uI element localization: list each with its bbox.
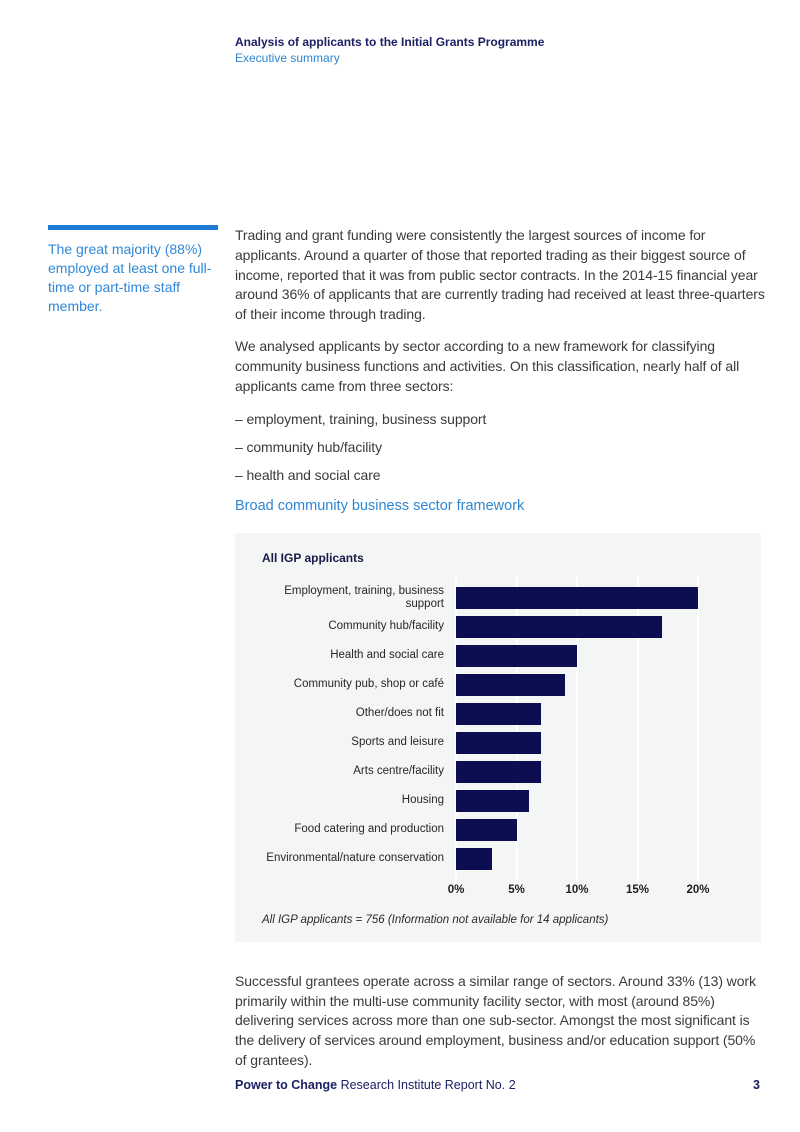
bar-row: Arts centre/facility bbox=[249, 760, 761, 783]
chart-note: All IGP applicants = 756 (Information no… bbox=[262, 913, 609, 926]
bar-label: Health and social care bbox=[330, 649, 444, 662]
bar-label: Other/does not fit bbox=[355, 707, 444, 720]
bar-track bbox=[456, 731, 761, 754]
axis-tick-label: 10% bbox=[565, 883, 589, 896]
chart-gridlines bbox=[455, 574, 761, 882]
chart-panel: All IGP applicants Employment, training,… bbox=[235, 532, 761, 942]
bar-track bbox=[456, 586, 761, 609]
running-header: Analysis of applicants to the Initial Gr… bbox=[235, 35, 544, 66]
chart-area: Employment, training, business support Co… bbox=[249, 574, 761, 882]
bar-row: Community pub, shop or café bbox=[249, 673, 761, 696]
gridline bbox=[636, 574, 639, 882]
bar bbox=[456, 702, 541, 725]
bar bbox=[456, 818, 517, 841]
chart-rows: Employment, training, business support Co… bbox=[249, 584, 761, 870]
bar-row: Environmental/nature conservation bbox=[249, 847, 761, 870]
axis-tick-label: 5% bbox=[508, 883, 525, 896]
bar bbox=[456, 760, 541, 783]
bullet-health: – health and social care bbox=[235, 466, 381, 483]
callout-rule bbox=[48, 225, 218, 230]
bar-label: Sports and leisure bbox=[351, 736, 444, 749]
bar-track bbox=[456, 702, 761, 725]
bar-track bbox=[456, 673, 761, 696]
bar-track bbox=[456, 789, 761, 812]
paragraph-income: Trading and grant funding were consisten… bbox=[235, 227, 765, 323]
bar-track bbox=[456, 760, 761, 783]
pull-quote-text: The great majority (88%) employed at lea… bbox=[48, 241, 212, 314]
bar-track bbox=[456, 847, 761, 870]
bar-row: Sports and leisure bbox=[249, 731, 761, 754]
chart-title: All IGP applicants bbox=[262, 550, 364, 565]
sector-bullet-list: – employment, training, business support… bbox=[235, 410, 773, 485]
bar bbox=[456, 615, 662, 638]
page-footer: Power to Change Research Institute Repor… bbox=[235, 1078, 760, 1092]
gridline bbox=[515, 574, 518, 882]
bar-track bbox=[456, 644, 761, 667]
bar bbox=[456, 644, 577, 667]
footer-brand: Power to Change bbox=[235, 1078, 338, 1092]
bar-label: Food catering and production bbox=[294, 823, 444, 836]
bar bbox=[456, 847, 493, 870]
bar-label: Employment, training, business support bbox=[284, 584, 444, 610]
axis-tick-label: 20% bbox=[686, 883, 710, 896]
doc-subtitle: Executive summary bbox=[235, 51, 340, 65]
bar-label: Community hub/facility bbox=[328, 620, 444, 633]
bar-label: Housing bbox=[401, 794, 444, 807]
bar bbox=[456, 731, 541, 754]
doc-title: Analysis of applicants to the Initial Gr… bbox=[235, 35, 545, 49]
bar bbox=[456, 673, 565, 696]
axis-tick-label: 0% bbox=[447, 883, 465, 896]
bar bbox=[456, 586, 698, 609]
footer-text: Power to Change Research Institute Repor… bbox=[235, 1078, 516, 1092]
chart-x-axis: 0% 5% 10% 15% 20% bbox=[448, 883, 761, 898]
bar-row: Health and social care bbox=[249, 644, 761, 667]
bar-row: Employment, training, business support bbox=[249, 584, 761, 610]
bar bbox=[456, 789, 529, 812]
gridline bbox=[697, 574, 699, 882]
page-number: 3 bbox=[753, 1078, 760, 1092]
main-column: Trading and grant funding were consisten… bbox=[235, 226, 773, 1083]
bullet-employment: – employment, training, business support bbox=[235, 411, 487, 428]
pull-quote: The great majority (88%) employed at lea… bbox=[48, 225, 218, 316]
gridline bbox=[576, 574, 578, 882]
chart-heading: Broad community business sector framewor… bbox=[235, 497, 525, 514]
bar-row: Community hub/facility bbox=[249, 615, 761, 638]
axis-tick-label: 15% bbox=[625, 883, 650, 896]
bullet-community-hub: – community hub/facility bbox=[235, 439, 382, 456]
bar-row: Food catering and production bbox=[249, 818, 761, 841]
bar-row: Other/does not fit bbox=[249, 702, 761, 725]
bar-label: Environmental/nature conservation bbox=[266, 852, 444, 865]
paragraph-grantees: Successful grantees operate across a sim… bbox=[235, 972, 756, 1068]
bar-label: Arts centre/facility bbox=[353, 765, 444, 778]
bar-track bbox=[456, 615, 761, 638]
bar-track bbox=[456, 818, 761, 841]
bar-row: Housing bbox=[249, 789, 761, 812]
footer-report-name: Research Institute Report No. 2 bbox=[337, 1078, 516, 1092]
bar-label: Community pub, shop or café bbox=[293, 678, 444, 691]
paragraph-sectors: We analysed applicants by sector accordi… bbox=[235, 337, 740, 394]
gridline bbox=[455, 574, 457, 882]
